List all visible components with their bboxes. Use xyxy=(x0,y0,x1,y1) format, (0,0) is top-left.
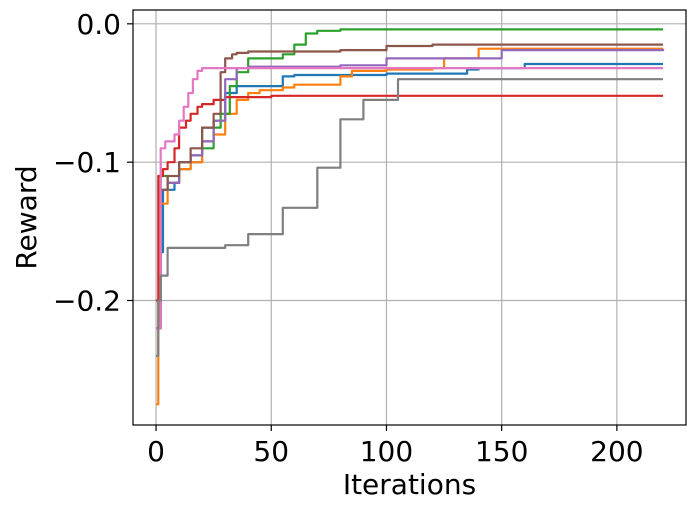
series-line-2 xyxy=(156,47,663,406)
y-tick-label: −0.1 xyxy=(53,146,121,179)
series-line-6 xyxy=(156,43,663,330)
plot-frame xyxy=(132,9,687,426)
axis-ticks: 0 50 100 150 200 0.0 −0.1 −0.2 xyxy=(53,8,644,468)
y-tick-label: −0.2 xyxy=(53,285,121,318)
x-axis-label: Iterations xyxy=(343,468,476,501)
series-lines xyxy=(156,28,665,406)
x-tick-label: 150 xyxy=(475,435,528,468)
grid-lines xyxy=(133,10,686,425)
series-line-5 xyxy=(156,48,665,330)
series-line-8 xyxy=(156,78,663,357)
x-tick-label: 200 xyxy=(590,435,643,468)
series-line-7 xyxy=(156,67,663,330)
x-tick-label: 100 xyxy=(360,435,413,468)
y-tick-label: 0.0 xyxy=(76,8,121,41)
y-axis-label: Reward xyxy=(10,165,43,269)
series-line-4 xyxy=(156,94,663,302)
series-line-1 xyxy=(156,62,663,330)
x-tick-label: 50 xyxy=(253,435,289,468)
x-tick-label: 0 xyxy=(147,435,165,468)
